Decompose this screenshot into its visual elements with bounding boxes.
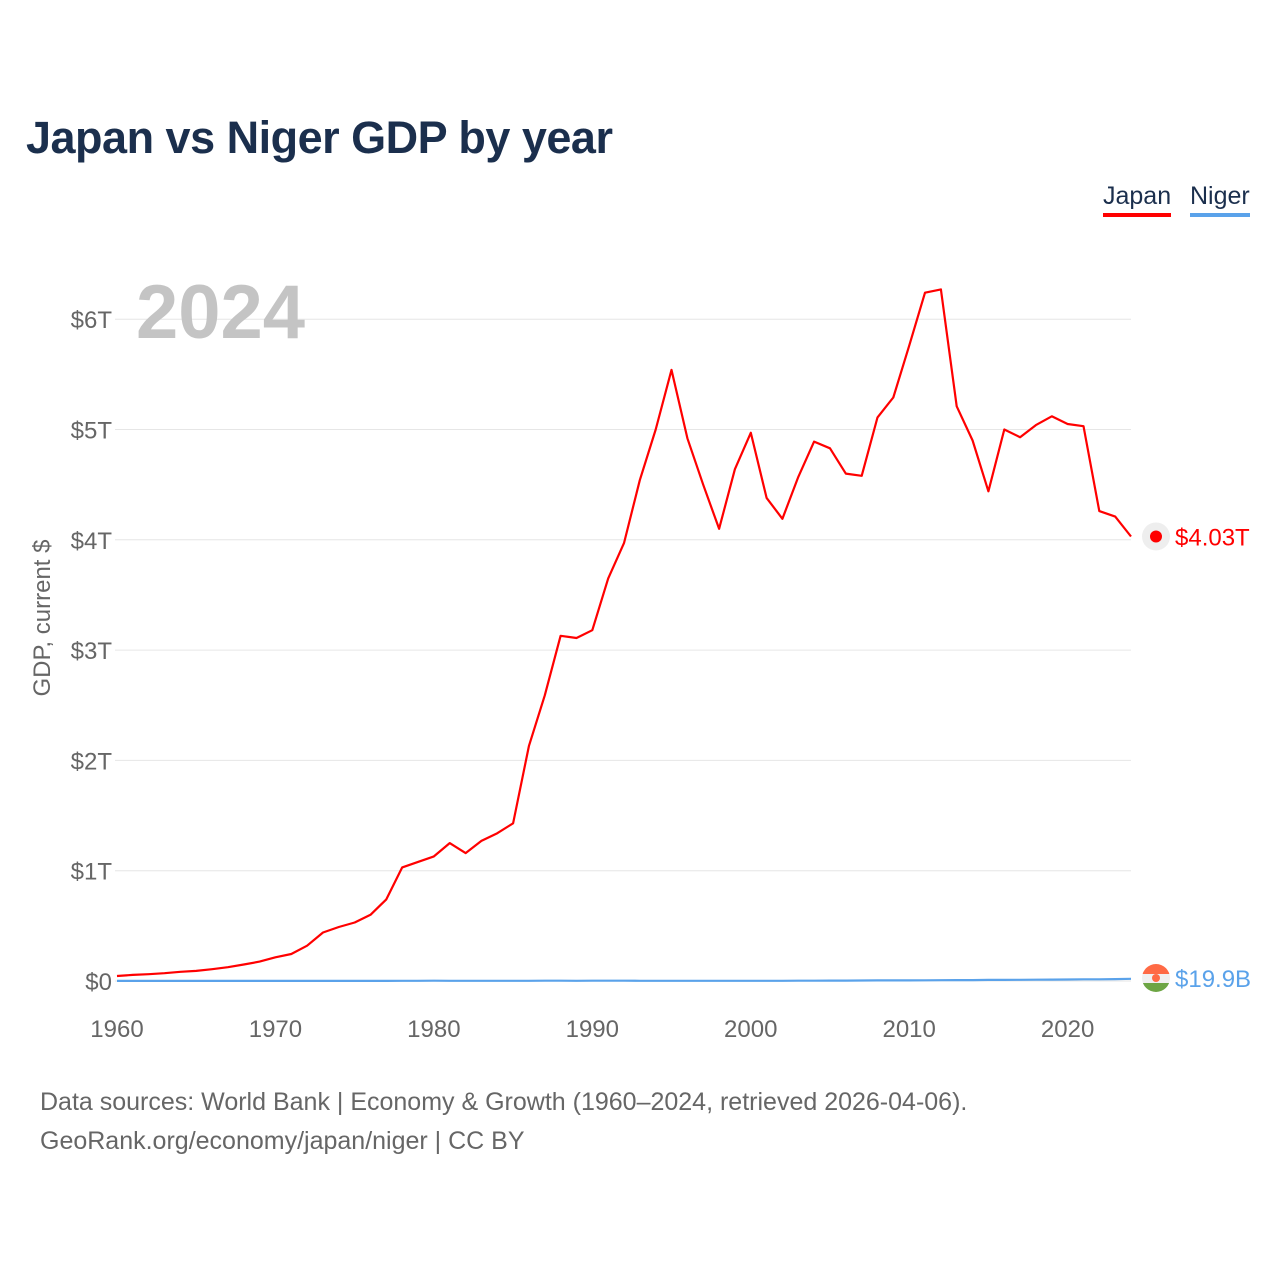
y-tick-label: $6T [71, 307, 113, 334]
footer-link[interactable]: GeoRank.org/economy/japan/niger | CC BY [40, 1127, 525, 1155]
series-line-japan [116, 288, 1132, 978]
x-tick-label: 1970 [249, 1016, 302, 1043]
y-tick-label: $3T [71, 638, 113, 665]
niger-flag-orange [1142, 964, 1170, 974]
x-tick-label: 1980 [407, 1016, 460, 1043]
chart-title: Japan vs Niger GDP by year [26, 112, 613, 163]
y-tick-label: $1T [71, 859, 113, 886]
y-axis-label: GDP, current $ [29, 540, 56, 697]
niger-flag-icon [1142, 964, 1170, 992]
legend-niger[interactable]: Niger [1190, 182, 1250, 217]
end-label-japan: $4.03T [1175, 524, 1250, 551]
niger-flag-green [1142, 983, 1170, 992]
x-tick-label: 2000 [724, 1016, 777, 1043]
y-tick-label: $0 [85, 969, 112, 996]
x-tick-label: 2020 [1041, 1016, 1094, 1043]
legend-japan[interactable]: Japan [1103, 182, 1172, 217]
series-line-niger [117, 977, 1132, 983]
y-tick-label: $4T [71, 528, 113, 555]
footer: Data sources: World Bank | Economy & Gro… [40, 1083, 967, 1161]
year-watermark: 2024 [136, 270, 305, 355]
niger-flag-sun [1152, 974, 1160, 982]
japan-flag-dot [1150, 530, 1162, 543]
y-tick-label: $2T [71, 748, 113, 775]
x-tick-label: 1990 [566, 1016, 619, 1043]
footer-sources: Data sources: World Bank | Economy & Gro… [40, 1088, 968, 1116]
x-tick-label: 1960 [90, 1016, 143, 1043]
y-tick-label: $5T [71, 418, 113, 445]
x-tick-label: 2010 [882, 1016, 935, 1043]
end-label-niger: $19.9B [1175, 966, 1251, 993]
